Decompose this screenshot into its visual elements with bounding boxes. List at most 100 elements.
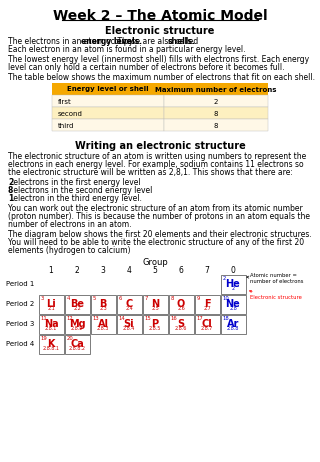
- Text: These are also called: These are also called: [115, 37, 201, 46]
- Text: The electronic structure of an atom is written using numbers to represent the: The electronic structure of an atom is w…: [8, 152, 306, 161]
- Text: Energy level or shell: Energy level or shell: [67, 86, 149, 92]
- Text: second: second: [58, 110, 83, 116]
- Text: Writing an electronic structure: Writing an electronic structure: [75, 141, 245, 151]
- FancyBboxPatch shape: [116, 294, 141, 314]
- Text: Li: Li: [46, 299, 56, 309]
- FancyBboxPatch shape: [164, 83, 268, 95]
- Text: 2.8.6: 2.8.6: [175, 327, 187, 332]
- Text: Group: Group: [142, 258, 168, 267]
- Text: 6: 6: [118, 297, 122, 302]
- Text: 4: 4: [127, 266, 132, 275]
- Text: 16: 16: [171, 316, 177, 322]
- Text: 14: 14: [118, 316, 125, 322]
- Text: 20: 20: [67, 336, 73, 341]
- FancyBboxPatch shape: [38, 315, 63, 334]
- Text: 2: 2: [8, 178, 13, 187]
- Text: electron in the third energy level.: electron in the third energy level.: [12, 194, 142, 203]
- Text: 8: 8: [214, 122, 218, 128]
- Text: The diagram below shows the first 20 elements and their electronic structures.: The diagram below shows the first 20 ele…: [8, 230, 312, 239]
- Text: 2: 2: [214, 98, 218, 104]
- Text: 1: 1: [49, 266, 53, 275]
- Text: 2.8.2: 2.8.2: [71, 327, 83, 332]
- FancyBboxPatch shape: [52, 95, 164, 107]
- FancyBboxPatch shape: [169, 294, 194, 314]
- Text: 2: 2: [75, 266, 79, 275]
- FancyBboxPatch shape: [195, 294, 220, 314]
- Text: Each electron in an atom is found in a particular energy level.: Each electron in an atom is found in a p…: [8, 45, 245, 54]
- Text: 2.8.8.1: 2.8.8.1: [43, 346, 60, 352]
- Text: K: K: [47, 339, 55, 349]
- Text: C: C: [125, 299, 132, 309]
- Text: Be: Be: [70, 299, 84, 309]
- Text: 3: 3: [100, 266, 105, 275]
- Text: Period 2: Period 2: [6, 301, 34, 307]
- Text: 10: 10: [222, 297, 229, 302]
- Text: Atomic number =
number of electrons: Atomic number = number of electrons: [247, 273, 303, 284]
- Text: 2.1: 2.1: [47, 306, 55, 311]
- Text: 17: 17: [196, 316, 203, 322]
- Text: 2.5: 2.5: [151, 306, 159, 311]
- Text: (proton number). This is because the number of protons in an atom equals the: (proton number). This is because the num…: [8, 212, 310, 221]
- Text: 1: 1: [8, 194, 13, 203]
- Text: Na: Na: [44, 319, 58, 329]
- Text: 18: 18: [222, 316, 229, 322]
- Text: 2.8.1: 2.8.1: [45, 327, 57, 332]
- Text: 8: 8: [8, 186, 13, 195]
- Text: You will need to be able to write the electronic structure of any of the first 2: You will need to be able to write the el…: [8, 238, 304, 247]
- Text: 15: 15: [145, 316, 151, 322]
- Text: Period 4: Period 4: [6, 341, 34, 347]
- FancyBboxPatch shape: [65, 334, 90, 353]
- FancyBboxPatch shape: [142, 294, 167, 314]
- Text: 2.3: 2.3: [99, 306, 107, 311]
- FancyBboxPatch shape: [142, 315, 167, 334]
- Text: energy levels.: energy levels.: [81, 37, 142, 46]
- Text: 6: 6: [179, 266, 183, 275]
- FancyBboxPatch shape: [220, 274, 245, 293]
- FancyBboxPatch shape: [65, 294, 90, 314]
- Text: Ca: Ca: [70, 339, 84, 349]
- Text: 2.8.3: 2.8.3: [97, 327, 109, 332]
- Text: 7: 7: [145, 297, 148, 302]
- Text: 5: 5: [153, 266, 157, 275]
- FancyBboxPatch shape: [164, 95, 268, 107]
- FancyBboxPatch shape: [38, 294, 63, 314]
- FancyBboxPatch shape: [65, 315, 90, 334]
- Text: Si: Si: [124, 319, 134, 329]
- Text: 2.8: 2.8: [229, 306, 237, 311]
- Text: 2: 2: [231, 286, 235, 292]
- Text: O: O: [177, 299, 185, 309]
- FancyBboxPatch shape: [116, 315, 141, 334]
- Text: The electrons in an atom occupy: The electrons in an atom occupy: [8, 37, 135, 46]
- Text: He: He: [226, 279, 240, 289]
- Text: 2.8.5: 2.8.5: [149, 327, 161, 332]
- Text: 2.8.8: 2.8.8: [227, 327, 239, 332]
- FancyBboxPatch shape: [220, 315, 245, 334]
- Text: S: S: [177, 319, 185, 329]
- Text: Ne: Ne: [226, 299, 240, 309]
- Text: Period 1: Period 1: [6, 281, 34, 287]
- Text: 12: 12: [67, 316, 73, 322]
- Text: 7: 7: [204, 266, 209, 275]
- Text: electrons in the second energy level: electrons in the second energy level: [12, 186, 153, 195]
- Text: N: N: [151, 299, 159, 309]
- Text: the electronic structure will be written as 2,8,1. This shows that there are:: the electronic structure will be written…: [8, 168, 293, 177]
- Text: Cl: Cl: [202, 319, 212, 329]
- Text: 0: 0: [231, 266, 236, 275]
- Text: electrons in the first energy level: electrons in the first energy level: [12, 178, 141, 187]
- Text: Al: Al: [98, 319, 108, 329]
- Text: electrons in each energy level. For example, sodium contains 11 electrons so: electrons in each energy level. For exam…: [8, 160, 304, 169]
- FancyBboxPatch shape: [52, 83, 164, 95]
- Text: 2: 2: [222, 276, 226, 281]
- Text: 8: 8: [171, 297, 174, 302]
- FancyBboxPatch shape: [164, 107, 268, 119]
- Text: 5: 5: [92, 297, 96, 302]
- Text: 2.8.4: 2.8.4: [123, 327, 135, 332]
- FancyBboxPatch shape: [169, 315, 194, 334]
- FancyBboxPatch shape: [91, 315, 116, 334]
- Text: Mg: Mg: [69, 319, 85, 329]
- Text: P: P: [151, 319, 159, 329]
- Text: Period 3: Period 3: [6, 321, 34, 327]
- Text: 2.7: 2.7: [203, 306, 211, 311]
- FancyBboxPatch shape: [52, 107, 164, 119]
- Text: Electronic structure: Electronic structure: [250, 290, 302, 300]
